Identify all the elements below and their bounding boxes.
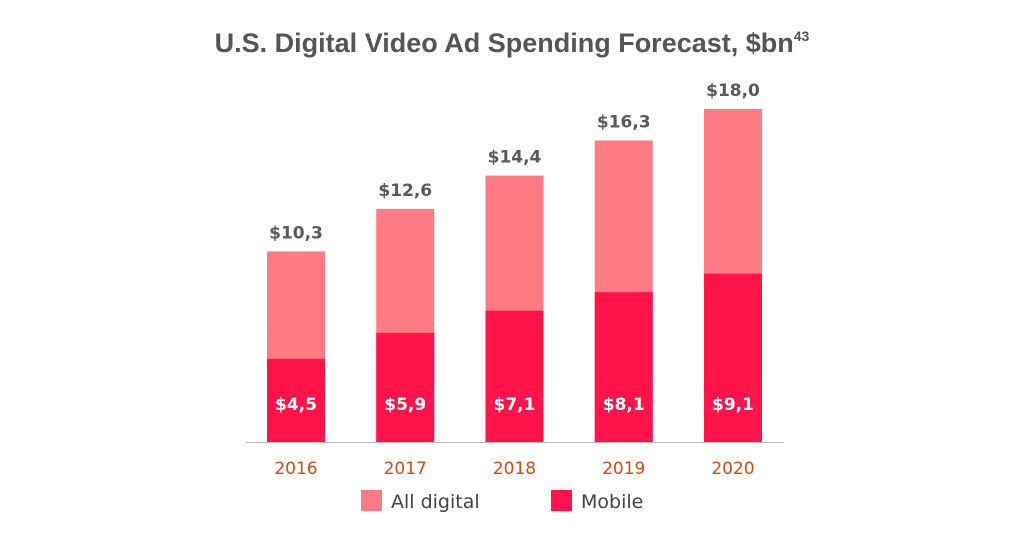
x-tick-2019: 2019 — [602, 459, 645, 479]
bar-mobile-2020 — [704, 273, 762, 442]
bars-group: $10,3 $4,5 $12,6 $5,9 $14,4 $7,1 $16,3 $8,1 $18,… — [267, 81, 762, 442]
data-label-mobile-2020: $9,1 — [712, 395, 754, 415]
x-tick-2018: 2018 — [493, 459, 536, 479]
chart-title: U.S. Digital Video Ad Spending Forecast,… — [215, 28, 810, 58]
chart-title-text: U.S. Digital Video Ad Spending Forecast,… — [215, 28, 794, 58]
data-label-mobile-2016: $4,5 — [275, 395, 317, 415]
data-label-all-digital-2020: $18,0 — [706, 81, 760, 101]
legend-swatch-all-digital — [361, 490, 382, 511]
legend: All digital Mobile — [361, 490, 643, 513]
data-label-all-digital-2018: $14,4 — [488, 148, 542, 168]
legend-label-all-digital: All digital — [391, 491, 480, 513]
data-label-mobile-2017: $5,9 — [384, 395, 426, 415]
x-tick-2017: 2017 — [384, 459, 427, 479]
data-label-all-digital-2016: $10,3 — [269, 223, 323, 243]
bar-mobile-2017 — [376, 332, 435, 442]
data-label-all-digital-2019: $16,3 — [597, 112, 651, 132]
legend-swatch-mobile — [551, 490, 572, 511]
bar-mobile-2016 — [267, 358, 325, 442]
data-label-all-digital-2017: $12,6 — [378, 181, 432, 201]
x-tick-2020: 2020 — [711, 459, 754, 479]
legend-label-mobile: Mobile — [581, 491, 643, 513]
x-tick-2016: 2016 — [274, 459, 317, 479]
chart-title-footnote: 43 — [794, 28, 810, 44]
bar-mobile-2018 — [485, 310, 544, 442]
bar-mobile-2019 — [594, 292, 653, 442]
x-tick-labels: 2016 2017 2018 2019 2020 — [274, 459, 754, 479]
data-label-mobile-2018: $7,1 — [494, 395, 536, 415]
data-label-mobile-2019: $8,1 — [603, 395, 645, 415]
